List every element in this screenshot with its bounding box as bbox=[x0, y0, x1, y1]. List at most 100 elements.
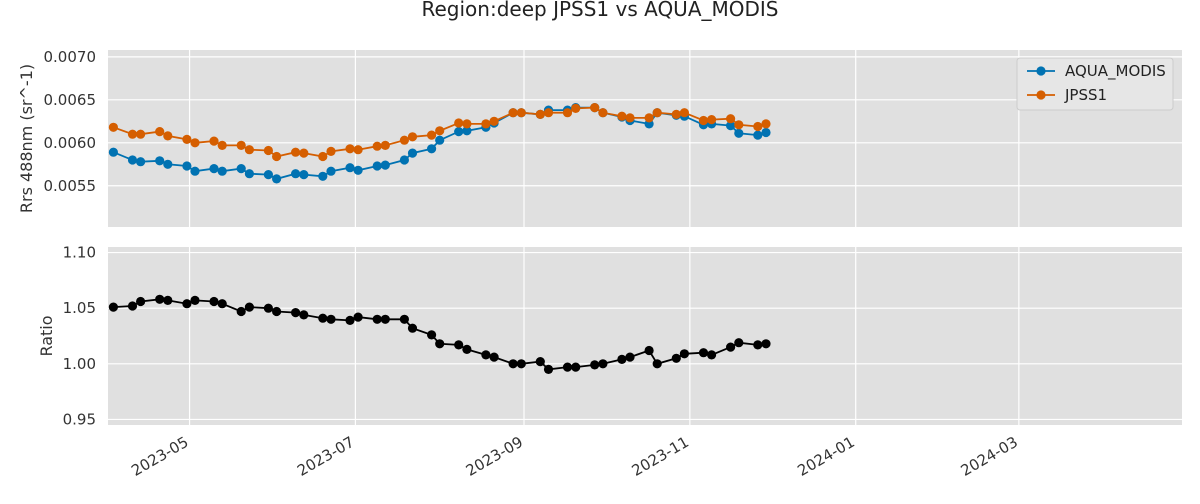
legend-entries: AQUA_MODIS JPSS1 bbox=[1027, 62, 1166, 104]
data-point bbox=[644, 345, 654, 356]
data-point bbox=[652, 359, 662, 369]
data-point bbox=[617, 354, 627, 364]
data-point bbox=[163, 159, 173, 169]
data-point bbox=[625, 352, 635, 362]
data-point bbox=[734, 338, 744, 348]
data-point bbox=[263, 145, 273, 156]
data-point bbox=[244, 302, 254, 312]
data-point bbox=[155, 156, 165, 166]
data-point bbox=[326, 314, 336, 324]
data-point bbox=[345, 315, 355, 325]
data-point bbox=[427, 144, 437, 154]
data-point bbox=[462, 126, 472, 136]
data-point bbox=[291, 169, 301, 179]
data-point bbox=[372, 161, 382, 171]
data-point bbox=[726, 114, 736, 124]
data-point bbox=[516, 108, 526, 118]
x-tick-label: 2023-09 bbox=[463, 433, 526, 480]
data-point bbox=[244, 145, 254, 155]
data-point bbox=[462, 344, 472, 354]
data-point bbox=[190, 138, 200, 148]
data-point bbox=[190, 166, 200, 176]
data-point bbox=[190, 295, 200, 305]
x-tick-label: 2023-05 bbox=[128, 433, 191, 480]
y-tick-label-rrs: 0.0070 bbox=[44, 48, 97, 66]
data-point bbox=[209, 136, 219, 146]
data-point bbox=[127, 301, 138, 311]
plot-area-ratio bbox=[108, 247, 1182, 425]
data-point bbox=[543, 364, 554, 374]
data-point bbox=[761, 339, 771, 349]
y-axis-label-rrs: Rrs 488nm (sr^-1) bbox=[17, 64, 36, 213]
data-point bbox=[272, 174, 282, 184]
data-point bbox=[489, 116, 499, 126]
x-tick-label: 2023-11 bbox=[629, 433, 692, 480]
legend-marker bbox=[1036, 90, 1046, 100]
data-point bbox=[244, 169, 254, 179]
data-point bbox=[562, 108, 573, 118]
data-point bbox=[644, 113, 654, 123]
data-point bbox=[108, 122, 118, 132]
data-point bbox=[299, 148, 309, 158]
data-point bbox=[136, 129, 146, 139]
data-point bbox=[435, 339, 445, 349]
data-point bbox=[590, 103, 600, 113]
x-ticks: 2023-05 2023-07 2023-09 2023-11 2024-01 2024-… bbox=[128, 433, 1021, 480]
data-point bbox=[291, 147, 301, 157]
data-point bbox=[625, 113, 635, 123]
data-point bbox=[679, 108, 690, 118]
data-point bbox=[489, 352, 499, 362]
data-point bbox=[326, 166, 336, 176]
data-point bbox=[291, 308, 301, 318]
data-point bbox=[380, 314, 390, 324]
data-point bbox=[617, 111, 627, 121]
grid-rrs bbox=[108, 50, 1182, 227]
data-point bbox=[726, 121, 736, 131]
data-point bbox=[163, 131, 173, 141]
data-point bbox=[571, 103, 581, 113]
data-point bbox=[217, 140, 227, 150]
y-ticks-ratio: 0.95 1.00 1.05 1.10 bbox=[63, 244, 96, 429]
data-point bbox=[590, 360, 600, 370]
chart-title: Region:deep JPSS1 vs AQUA_MODIS bbox=[422, 0, 779, 21]
data-point bbox=[136, 157, 146, 167]
data-point bbox=[535, 357, 545, 367]
data-point bbox=[318, 151, 328, 162]
data-point bbox=[182, 134, 192, 144]
data-point bbox=[236, 164, 246, 174]
data-point bbox=[299, 310, 309, 320]
series-lines-ratio bbox=[108, 294, 771, 374]
legend-label: AQUA_MODIS bbox=[1065, 62, 1166, 81]
data-point bbox=[155, 294, 165, 304]
data-point bbox=[236, 140, 246, 150]
data-point bbox=[236, 306, 246, 317]
y-ticks-rrs: 0.0055 0.0060 0.0065 0.0070 bbox=[44, 48, 97, 195]
data-point bbox=[753, 130, 763, 140]
x-tick-label: 2024-03 bbox=[958, 433, 1021, 480]
plot-area-rrs bbox=[108, 50, 1182, 227]
x-tick-label: 2023-07 bbox=[294, 433, 357, 480]
data-point bbox=[535, 109, 545, 119]
data-point bbox=[345, 163, 355, 173]
data-point bbox=[399, 155, 409, 165]
data-point bbox=[217, 166, 227, 176]
data-point bbox=[516, 359, 526, 369]
data-point bbox=[399, 314, 409, 324]
data-point bbox=[508, 359, 518, 369]
data-point bbox=[407, 132, 418, 142]
data-point bbox=[671, 353, 681, 363]
data-point bbox=[380, 160, 390, 170]
data-point bbox=[209, 296, 219, 307]
data-point bbox=[435, 126, 445, 136]
x-tick-label: 2024-01 bbox=[794, 433, 857, 480]
data-point bbox=[753, 121, 763, 132]
data-point bbox=[562, 362, 573, 372]
data-point bbox=[155, 127, 165, 137]
y-tick-label-ratio: 1.00 bbox=[63, 355, 96, 373]
data-point bbox=[353, 312, 363, 322]
data-point bbox=[454, 340, 464, 350]
data-point bbox=[407, 148, 418, 158]
panel-rrs: 0.0055 0.0060 0.0065 0.0070 Rrs 488nm (sr^-… bbox=[17, 48, 1182, 227]
